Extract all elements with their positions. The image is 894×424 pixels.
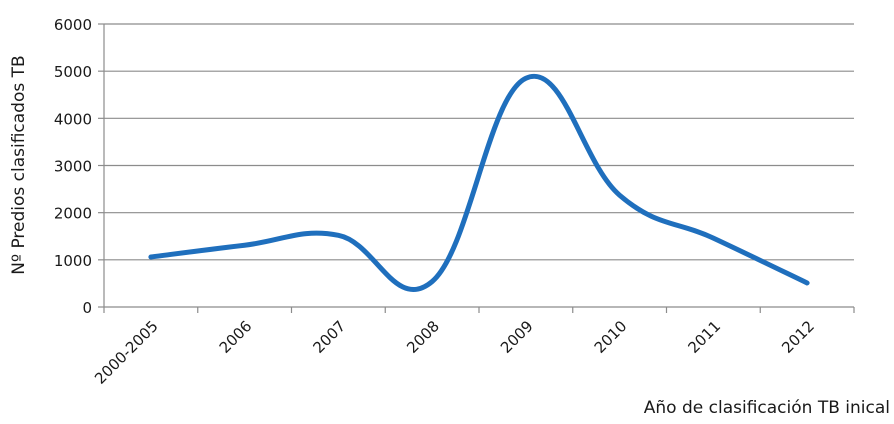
gridlines bbox=[104, 24, 854, 260]
x-tick-label: 2012 bbox=[778, 317, 818, 357]
x-axis-title: Año de clasificación TB inical bbox=[644, 398, 890, 418]
y-tick-label: 5000 bbox=[54, 63, 92, 81]
y-tick-label: 6000 bbox=[54, 16, 92, 34]
x-tick-label: 2008 bbox=[403, 317, 443, 357]
y-tick-label: 3000 bbox=[54, 158, 92, 176]
y-tick-label: 1000 bbox=[54, 252, 92, 270]
x-tick-label: 2007 bbox=[309, 317, 349, 357]
y-axis-title: Nº Predios clasificados TB bbox=[9, 55, 29, 274]
x-tick-labels: 2000-2005 2006 2007 2008 2009 2010 2011 2012 bbox=[91, 317, 818, 388]
x-tick-label: 2000-2005 bbox=[91, 317, 162, 388]
y-tick-label: 2000 bbox=[54, 205, 92, 223]
y-tick-label: 0 bbox=[82, 299, 92, 317]
axes bbox=[98, 24, 854, 313]
x-tick-label: 2011 bbox=[684, 317, 724, 357]
x-tick-label: 2006 bbox=[216, 317, 256, 357]
y-tick-label: 4000 bbox=[54, 110, 92, 128]
x-tick-label: 2010 bbox=[591, 317, 631, 357]
series bbox=[151, 76, 807, 289]
series-line-0 bbox=[151, 76, 807, 289]
y-tick-labels: 0 1000 2000 3000 4000 5000 6000 bbox=[54, 16, 92, 317]
x-tick-label: 2009 bbox=[497, 317, 537, 357]
